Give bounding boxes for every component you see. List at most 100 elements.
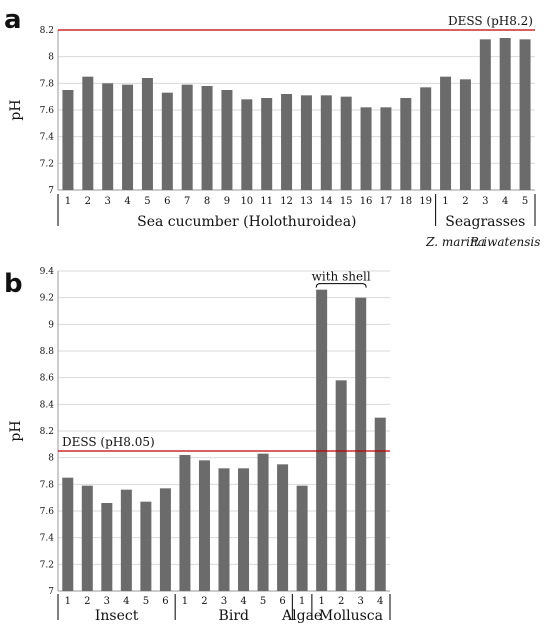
panel-letter-b: b	[4, 269, 23, 299]
y-tick-label: 8.4	[40, 400, 55, 410]
x-tick-label: 5	[260, 596, 266, 607]
y-tick-label: 7.4	[40, 133, 55, 143]
x-tick-label: 14	[320, 196, 333, 207]
bar	[499, 38, 511, 190]
x-tick-label: 1	[318, 596, 324, 607]
y-tick-label: 8	[48, 454, 54, 464]
group-label: Sea cucumber (Holothuroidea)	[137, 214, 356, 230]
bar	[296, 485, 308, 591]
group-label: Seagrasses	[445, 214, 525, 230]
bar	[101, 503, 113, 591]
x-tick-label: 6	[279, 596, 285, 607]
bar	[420, 87, 432, 190]
x-tick-label: 1	[442, 196, 448, 207]
y-axis-label: pH	[8, 420, 24, 441]
bar	[102, 83, 114, 190]
bar	[221, 90, 233, 190]
bar	[161, 92, 173, 190]
y-tick-label: 9.2	[40, 294, 54, 304]
bar	[257, 453, 269, 591]
bar	[300, 95, 312, 190]
bar	[159, 488, 171, 591]
x-tick-label: 7	[184, 196, 190, 207]
x-tick-label: 19	[419, 196, 432, 207]
bar	[62, 477, 74, 591]
y-tick-label: 8.8	[40, 347, 55, 357]
x-tick-label: 2	[201, 596, 207, 607]
x-tick-label: 4	[502, 196, 508, 207]
y-tick-label: 8.2	[40, 26, 54, 36]
x-tick-label: 2	[84, 596, 90, 607]
x-tick-label: 4	[124, 196, 130, 207]
bar	[479, 39, 491, 191]
bar	[198, 460, 210, 591]
bar	[62, 90, 74, 190]
y-tick-label: 7.2	[40, 159, 54, 169]
bar	[316, 289, 328, 591]
x-tick-label: 11	[260, 196, 273, 207]
bar	[241, 99, 253, 190]
bar	[179, 455, 191, 591]
annotation-label: with shell	[312, 270, 371, 284]
y-tick-label: 7.2	[40, 560, 54, 570]
bar	[181, 84, 193, 190]
y-axis-label: pH	[8, 99, 24, 120]
x-tick-label: 15	[340, 196, 353, 207]
bar	[440, 76, 452, 190]
y-tick-label: 8	[48, 53, 54, 63]
x-tick-label: 1	[65, 596, 71, 607]
bar	[355, 297, 367, 591]
x-tick-label: 5	[143, 596, 149, 607]
bar	[82, 76, 94, 190]
y-tick-label: 7.6	[40, 106, 55, 116]
group-label: Insect	[95, 608, 139, 624]
bar	[320, 95, 332, 190]
bar	[140, 501, 152, 591]
x-tick-label: 4	[240, 596, 246, 607]
x-tick-label: 17	[380, 196, 393, 207]
bar	[261, 98, 273, 190]
species-label: P. iwatensis	[469, 235, 540, 249]
x-tick-label: 5	[522, 196, 528, 207]
x-tick-label: 9	[224, 196, 230, 207]
annotation-bracket	[315, 283, 367, 288]
x-tick-label: 3	[358, 596, 364, 607]
x-tick-label: 8	[204, 196, 210, 207]
y-tick-label: 7.4	[40, 534, 55, 544]
panel-letter-a: a	[4, 5, 22, 35]
x-tick-label: 1	[65, 196, 71, 207]
x-tick-label: 1	[182, 596, 188, 607]
group-label: Bird	[219, 608, 249, 624]
x-tick-label: 3	[221, 596, 227, 607]
x-tick-label: 4	[123, 596, 129, 607]
y-tick-label: 7.6	[40, 507, 55, 517]
group-label: Algae	[281, 608, 322, 624]
bar	[218, 468, 230, 591]
bar	[122, 84, 134, 190]
group-label: Mollusca	[319, 608, 383, 624]
species-label: Z. marina	[425, 235, 485, 249]
reference-line-label: DESS (pH8.05)	[62, 435, 155, 449]
bar	[519, 39, 531, 191]
x-tick-label: 3	[104, 596, 110, 607]
x-tick-label: 3	[482, 196, 488, 207]
x-tick-label: 12	[280, 196, 293, 207]
bar	[335, 380, 347, 591]
y-tick-label: 7	[48, 587, 54, 597]
bar	[374, 417, 386, 591]
x-tick-label: 3	[105, 196, 111, 207]
x-tick-label: 16	[360, 196, 373, 207]
bar	[238, 468, 250, 591]
x-tick-label: 6	[164, 196, 170, 207]
x-tick-label: 18	[399, 196, 412, 207]
bar	[281, 94, 293, 190]
bar	[459, 79, 471, 190]
bar	[380, 107, 392, 190]
y-tick-label: 7	[48, 186, 54, 196]
x-tick-label: 1	[299, 596, 305, 607]
x-tick-label: 2	[462, 196, 468, 207]
x-tick-label: 13	[300, 196, 313, 207]
bar	[201, 86, 213, 190]
x-tick-label: 4	[377, 596, 383, 607]
